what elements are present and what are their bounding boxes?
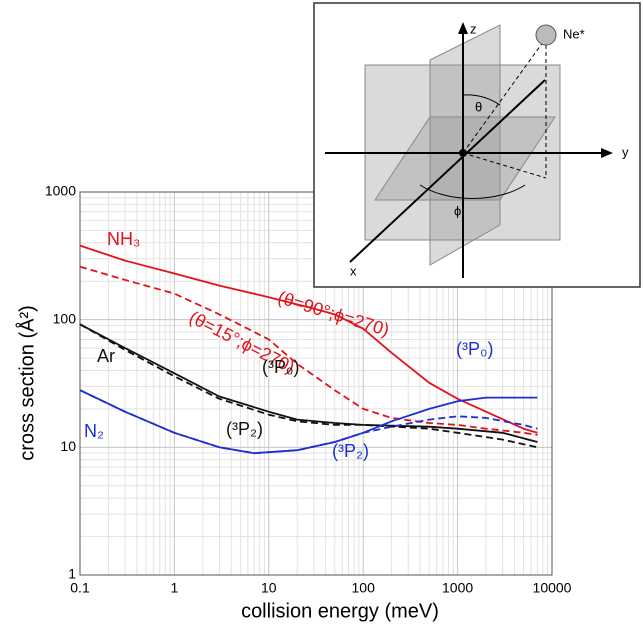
x-axis-label: collision energy (meV) — [241, 600, 439, 622]
series-line — [79, 323, 538, 449]
x-tick-label: 1000 — [442, 580, 473, 596]
y-tick-label: 1 — [68, 566, 76, 582]
x-label: x — [350, 263, 357, 278]
x-tick-label: 100 — [352, 580, 376, 596]
direction-line — [462, 37, 547, 154]
inset-diagram: z y x Ne* θ ϕ — [313, 2, 641, 288]
projection-line — [462, 152, 547, 179]
x-tick-label: 10000 — [533, 580, 572, 596]
y-axis-label: cross section (Å²) — [15, 305, 38, 461]
phi-arc — [419, 184, 526, 200]
phi-label: ϕ — [454, 203, 461, 218]
annotation: (³P₀) — [262, 357, 299, 377]
plane-yz — [429, 24, 501, 266]
y-tick-label: 10 — [60, 438, 76, 454]
series-line — [79, 389, 538, 455]
annotation: (³P₂) — [332, 441, 369, 461]
plane-xy — [374, 116, 556, 201]
molecule — [459, 149, 467, 157]
annotation: N₂ — [84, 421, 104, 441]
z-label: z — [470, 21, 477, 36]
series-line — [79, 244, 538, 434]
arrow — [458, 22, 468, 34]
annotation: (³P₀) — [456, 339, 493, 359]
annotation: (³P₂) — [226, 419, 263, 439]
theta-arc — [462, 94, 501, 106]
series-line — [79, 265, 538, 436]
atom-label: Ne* — [563, 26, 585, 41]
atom — [535, 24, 557, 46]
arrow — [601, 148, 613, 158]
x-tick-label: 10 — [261, 580, 277, 596]
y-tick-label: 1000 — [45, 183, 76, 199]
x-tick-label: 1 — [171, 580, 179, 596]
annotation: Ar — [97, 346, 115, 366]
y-label: y — [622, 144, 629, 159]
theta-label: θ — [475, 99, 482, 114]
x-axis — [349, 79, 546, 263]
y-tick-label: 100 — [53, 310, 77, 326]
series-line — [79, 323, 538, 443]
x-tick-label: 0.1 — [70, 580, 90, 596]
annotation: NH₃ — [107, 229, 140, 249]
